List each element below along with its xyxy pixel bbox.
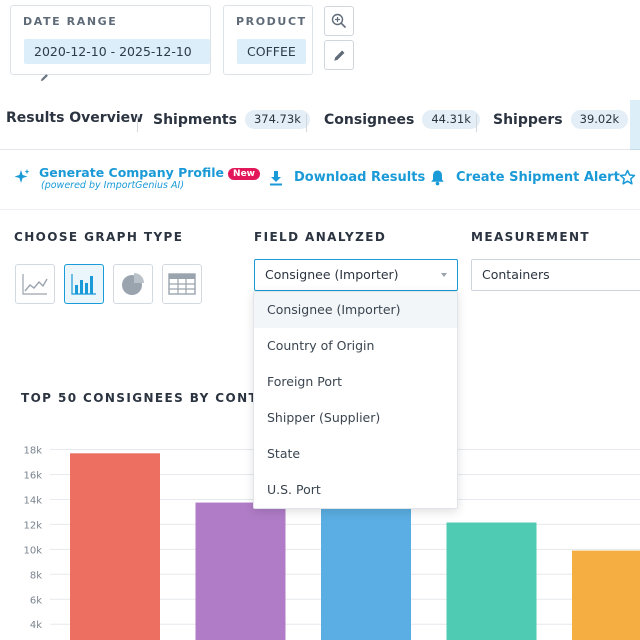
y-tick-label: 10k	[23, 545, 42, 556]
tab-shipments[interactable]: Shipments 374.73k	[153, 110, 310, 129]
chart-title: TOP 50 CONSIGNEES BY CONTAINE	[21, 391, 295, 405]
bar-chart-icon	[71, 274, 96, 295]
chevron-down-icon	[441, 273, 447, 277]
field-analyzed-select[interactable]: Consignee (Importer)	[254, 259, 458, 291]
edit-button[interactable]	[324, 40, 354, 70]
consignees-count-badge: 44.31k	[422, 110, 480, 129]
y-tick-label: 8k	[30, 570, 42, 581]
pencil-icon	[333, 50, 344, 61]
product-chip[interactable]: COFFEE	[237, 39, 306, 64]
download-results-label: Download Results	[294, 170, 426, 185]
date-range-chip[interactable]: 2020-12-10 - 2025-12-10	[24, 39, 210, 82]
tab-results-overview[interactable]: Results Overview	[6, 110, 144, 126]
field-analyzed-dropdown: Consignee (Importer) Country of Origin F…	[253, 291, 458, 509]
shippers-count-badge: 39.02k	[570, 110, 629, 129]
field-analyzed-value: Consignee (Importer)	[265, 267, 399, 282]
zoom-in-icon	[331, 13, 347, 29]
new-badge: New	[228, 168, 260, 180]
bell-icon	[431, 170, 444, 186]
tab-consignees[interactable]: Consignees 44.31k	[324, 110, 480, 129]
graph-type-table[interactable]	[162, 264, 202, 304]
graph-type-line[interactable]	[15, 264, 55, 304]
graph-type-bar[interactable]	[64, 264, 104, 304]
y-tick-label: 18k	[23, 446, 42, 457]
option-consignee[interactable]: Consignee (Importer)	[254, 292, 457, 328]
tab-divider	[306, 114, 307, 132]
y-tick-label: 12k	[23, 520, 42, 531]
date-range-card: DATE RANGE 2020-12-10 - 2025-12-10	[10, 5, 211, 82]
graph-type-label: CHOOSE GRAPH TYPE	[14, 230, 184, 244]
product-value: COFFEE	[247, 44, 296, 59]
date-range-value: 2020-12-10 - 2025-12-10	[34, 44, 192, 59]
product-card: PRODUCT COFFEE	[223, 5, 313, 75]
chart-bar[interactable]	[195, 502, 286, 640]
sparkle-icon	[14, 169, 30, 183]
zoom-button[interactable]	[324, 6, 354, 36]
star-icon[interactable]	[619, 169, 636, 186]
actions-row: Generate Company Profile New (powered by …	[0, 150, 640, 210]
product-label: PRODUCT	[236, 15, 307, 28]
option-foreign-port[interactable]: Foreign Port	[267, 374, 343, 389]
y-tick-label: 16k	[23, 471, 42, 482]
bar-chart: 4k 6k 8k 10k 12k 14k 16k 18k	[23, 446, 640, 640]
measurement-select[interactable]: Containers	[471, 259, 640, 291]
tab-divider	[137, 114, 138, 132]
measurement-label: MEASUREMENT	[471, 230, 591, 244]
line-chart-icon	[22, 274, 48, 295]
pencil-icon	[40, 65, 49, 90]
graph-type-pie[interactable]	[113, 264, 153, 304]
option-country-of-origin[interactable]: Country of Origin	[267, 338, 375, 353]
field-analyzed-label: FIELD ANALYZED	[254, 230, 387, 244]
pie-chart-icon	[122, 273, 144, 295]
shipments-count-badge: 374.73k	[244, 110, 310, 129]
tab-bar: Results Overview Shipments 374.73k Consig…	[0, 100, 640, 150]
tab-shippers[interactable]: Shippers 39.02k	[493, 110, 629, 129]
chart-bar[interactable]	[446, 522, 537, 640]
generate-profile-label: Generate Company Profile	[39, 165, 225, 180]
tab-next-edge[interactable]	[630, 100, 640, 150]
table-icon	[168, 273, 196, 295]
y-tick-label: 4k	[30, 620, 42, 631]
download-icon	[270, 171, 282, 186]
option-shipper[interactable]: Shipper (Supplier)	[267, 410, 381, 425]
y-tick-label: 14k	[23, 495, 42, 506]
chart-bar[interactable]	[321, 506, 411, 640]
powered-by-text: (powered by ImportGenius AI)	[41, 180, 185, 191]
chart-bar[interactable]	[70, 453, 160, 640]
date-range-label: DATE RANGE	[23, 15, 118, 28]
measurement-value: Containers	[482, 267, 550, 282]
tab-divider	[476, 114, 477, 132]
option-us-port[interactable]: U.S. Port	[267, 482, 321, 497]
chart-bar[interactable]	[572, 550, 640, 640]
create-alert-label: Create Shipment Alert	[456, 170, 620, 185]
y-tick-label: 6k	[30, 595, 42, 606]
option-state[interactable]: State	[267, 446, 301, 461]
